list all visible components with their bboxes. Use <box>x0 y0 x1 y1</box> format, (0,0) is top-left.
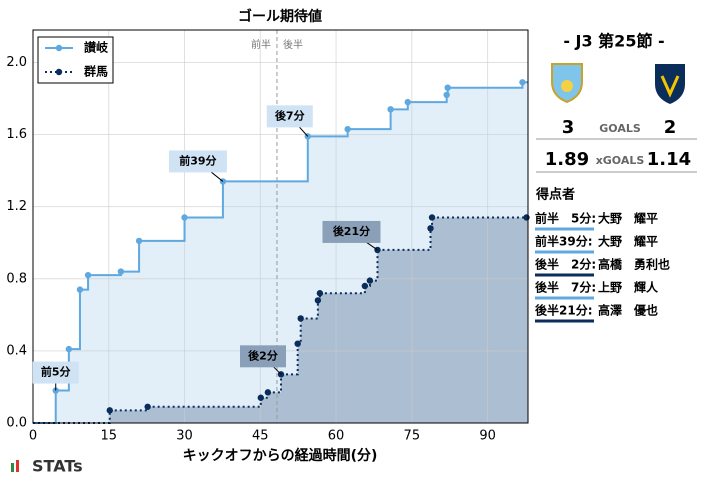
x-tick-label: 60 <box>328 429 345 444</box>
legend-box <box>37 36 114 84</box>
step-segment <box>68 289 81 351</box>
annotation-box <box>32 361 79 384</box>
away-xg: 1.14 <box>647 149 691 170</box>
scorer-time: 前半39分: <box>535 234 593 249</box>
step-segment <box>364 280 371 287</box>
step-segment <box>300 300 319 320</box>
away-goals: 2 <box>664 117 677 138</box>
marker <box>428 214 436 221</box>
annotation-text: 後7分 <box>275 108 305 122</box>
scorer-time: 前半 5分: <box>535 211 596 226</box>
legend-marker <box>55 68 63 76</box>
marker <box>443 91 450 99</box>
home-xg: 1.89 <box>545 149 589 170</box>
annotation-text: 後21分 <box>333 224 370 238</box>
x-tick-label: 30 <box>176 429 193 444</box>
step-segment <box>307 129 349 138</box>
scorer-name: 高橋 勇利也 <box>598 257 670 272</box>
chart-title: ゴール期待値 <box>238 8 322 25</box>
x-axis-label: キックオフからの経過時間(分) <box>183 447 378 464</box>
area <box>33 82 528 423</box>
step-segment <box>79 275 90 291</box>
y-tick-label: 1.2 <box>6 199 27 214</box>
annotation-box <box>240 345 287 368</box>
annotation-box <box>168 150 227 173</box>
scorer-time: 後半 7分: <box>535 280 596 295</box>
y-tick-label: 0.0 <box>6 416 27 431</box>
marker <box>297 315 304 322</box>
home-logo <box>551 63 583 104</box>
plot-frame <box>32 29 529 424</box>
y-tick-label: 0.8 <box>6 271 27 286</box>
legend-label: 群馬 <box>83 64 108 79</box>
step-segment <box>184 181 224 219</box>
x-tick-label: 15 <box>100 429 117 444</box>
step-segment <box>430 217 434 230</box>
away-logo <box>655 64 685 104</box>
scorer-name: 大野 耀平 <box>598 211 658 226</box>
scorers-title: 得点者 <box>535 187 575 203</box>
area <box>33 217 528 423</box>
step-segment <box>139 217 186 242</box>
step-segment <box>222 136 309 183</box>
x-tick-label: 75 <box>404 429 421 444</box>
y-tick-label: 1.6 <box>6 127 27 142</box>
annotation-text: 前5分 <box>41 365 71 379</box>
scorer-name: 上野 輝人 <box>598 280 659 295</box>
marker <box>344 125 351 133</box>
x-tick-label: 0 <box>29 429 37 444</box>
logo-bar <box>16 460 19 472</box>
y-tick-label: 0.4 <box>6 343 27 358</box>
brand: STATs <box>32 457 83 476</box>
y-tick-label: 2.0 <box>6 55 27 70</box>
annotation-text: 後2分 <box>248 348 278 362</box>
step-segment <box>267 374 283 394</box>
legend-label: 讃岐 <box>84 40 109 55</box>
half-label: 後半 <box>283 38 303 51</box>
scorer-name: 大野 耀平 <box>598 234 658 249</box>
x-tick-label: 90 <box>479 429 496 444</box>
scorer-time: 後半 2分: <box>535 257 596 272</box>
logo-bar <box>11 463 14 472</box>
goals-label: GOALS <box>599 122 641 135</box>
annotation-box <box>322 220 381 243</box>
step-segment <box>281 343 299 376</box>
step-segment <box>297 318 302 345</box>
step-segment <box>88 271 122 277</box>
home-goals: 3 <box>562 117 575 138</box>
annotation-text: 前39分 <box>179 153 216 167</box>
watermark: © SPORTERIA <box>445 406 521 419</box>
xg-label: xGOALS <box>596 154 645 167</box>
step-segment <box>447 82 524 89</box>
step-segment <box>33 390 57 424</box>
legend-marker <box>55 44 63 52</box>
step-segment <box>120 240 141 273</box>
step-segment <box>407 94 448 104</box>
half-label: 前半 <box>251 38 271 51</box>
scorer-name: 高澤 優也 <box>598 303 658 318</box>
step-segment <box>347 109 392 131</box>
annotation-box <box>266 105 313 128</box>
match-round: - J3 第25節 - <box>563 32 664 51</box>
scorer-time: 後半21分: <box>535 303 593 318</box>
x-tick-label: 45 <box>252 429 269 444</box>
